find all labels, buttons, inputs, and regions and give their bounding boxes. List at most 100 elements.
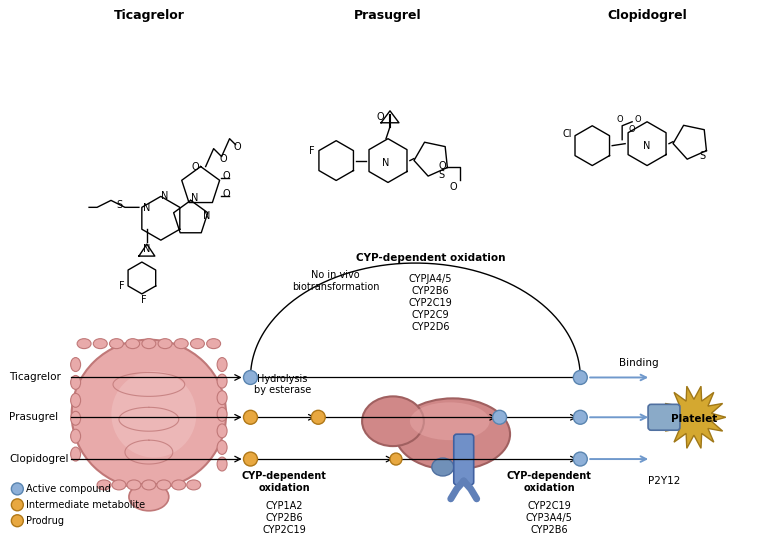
Ellipse shape bbox=[217, 424, 227, 438]
Text: P2Y12: P2Y12 bbox=[648, 476, 680, 486]
Text: F: F bbox=[119, 281, 125, 291]
FancyBboxPatch shape bbox=[453, 434, 474, 485]
Text: N: N bbox=[203, 212, 210, 221]
Ellipse shape bbox=[129, 483, 169, 511]
Text: O: O bbox=[438, 161, 446, 170]
Ellipse shape bbox=[71, 393, 81, 407]
Text: CYP2C9: CYP2C9 bbox=[412, 310, 450, 320]
Circle shape bbox=[574, 410, 587, 424]
Ellipse shape bbox=[112, 371, 196, 458]
Circle shape bbox=[243, 370, 257, 385]
Ellipse shape bbox=[191, 339, 205, 349]
Text: Prasugrel: Prasugrel bbox=[354, 9, 422, 22]
Ellipse shape bbox=[71, 429, 81, 443]
Text: CYP2B6: CYP2B6 bbox=[412, 286, 450, 296]
Text: N: N bbox=[643, 141, 651, 151]
Circle shape bbox=[12, 499, 23, 511]
Text: Hydrolysis
by esterase: Hydrolysis by esterase bbox=[253, 374, 311, 395]
Ellipse shape bbox=[217, 391, 227, 404]
Ellipse shape bbox=[71, 412, 81, 425]
Text: S: S bbox=[700, 151, 706, 161]
Text: Prodrug: Prodrug bbox=[26, 516, 64, 526]
Text: CYP2C19: CYP2C19 bbox=[408, 298, 453, 308]
Ellipse shape bbox=[71, 375, 81, 390]
Circle shape bbox=[312, 410, 326, 424]
Text: CYP2C19: CYP2C19 bbox=[528, 501, 571, 511]
Ellipse shape bbox=[217, 441, 227, 454]
FancyBboxPatch shape bbox=[648, 404, 680, 430]
Ellipse shape bbox=[207, 339, 221, 349]
Ellipse shape bbox=[217, 407, 227, 421]
Ellipse shape bbox=[157, 480, 170, 490]
Circle shape bbox=[574, 452, 587, 466]
Text: N: N bbox=[143, 244, 150, 254]
Text: No in vivo
biotransformation: No in vivo biotransformation bbox=[292, 270, 380, 292]
Ellipse shape bbox=[71, 358, 81, 372]
Text: Clopidogrel: Clopidogrel bbox=[607, 9, 687, 22]
Circle shape bbox=[243, 452, 257, 466]
Text: O: O bbox=[192, 162, 199, 172]
Text: CYP-dependent oxidation: CYP-dependent oxidation bbox=[356, 253, 505, 263]
Ellipse shape bbox=[187, 480, 201, 490]
Circle shape bbox=[12, 515, 23, 527]
Text: O: O bbox=[220, 153, 227, 164]
Ellipse shape bbox=[362, 396, 424, 446]
Circle shape bbox=[12, 483, 23, 495]
Text: F: F bbox=[309, 146, 315, 156]
Text: Platelet: Platelet bbox=[671, 414, 717, 424]
Text: O: O bbox=[234, 141, 241, 152]
Text: S: S bbox=[439, 169, 445, 180]
Ellipse shape bbox=[112, 480, 126, 490]
Text: CYP-dependent
oxidation: CYP-dependent oxidation bbox=[242, 471, 327, 493]
Circle shape bbox=[390, 453, 402, 465]
Ellipse shape bbox=[410, 402, 490, 440]
Text: N: N bbox=[161, 191, 168, 202]
Ellipse shape bbox=[126, 339, 140, 349]
Text: O: O bbox=[617, 115, 623, 124]
Ellipse shape bbox=[109, 339, 123, 349]
Text: CYP3A4/5: CYP3A4/5 bbox=[526, 513, 573, 523]
Text: O: O bbox=[222, 190, 230, 199]
Ellipse shape bbox=[217, 374, 227, 388]
Text: O: O bbox=[450, 182, 457, 192]
Text: Clopidogrel: Clopidogrel bbox=[9, 454, 69, 464]
Text: CYP-dependent
oxidation: CYP-dependent oxidation bbox=[507, 471, 592, 493]
Ellipse shape bbox=[142, 339, 156, 349]
Text: Cl: Cl bbox=[563, 129, 572, 139]
Ellipse shape bbox=[395, 398, 510, 470]
Text: S: S bbox=[116, 201, 122, 210]
Ellipse shape bbox=[93, 339, 107, 349]
Ellipse shape bbox=[127, 480, 141, 490]
Circle shape bbox=[243, 410, 257, 424]
Circle shape bbox=[574, 370, 587, 385]
Text: Ticagrelor: Ticagrelor bbox=[9, 373, 61, 383]
Text: O: O bbox=[628, 125, 635, 134]
Ellipse shape bbox=[217, 457, 227, 471]
Ellipse shape bbox=[432, 458, 453, 476]
Polygon shape bbox=[662, 386, 725, 448]
Text: Ticagrelor: Ticagrelor bbox=[113, 9, 184, 22]
Text: CYP2B6: CYP2B6 bbox=[531, 525, 568, 535]
Ellipse shape bbox=[172, 480, 186, 490]
Text: Prasugrel: Prasugrel bbox=[9, 412, 58, 423]
Circle shape bbox=[493, 410, 507, 424]
Text: O: O bbox=[376, 112, 384, 122]
Text: Intermediate metabolite: Intermediate metabolite bbox=[26, 500, 146, 510]
Text: CYP2B6: CYP2B6 bbox=[266, 513, 303, 523]
Ellipse shape bbox=[71, 447, 81, 461]
Text: CYP2C19: CYP2C19 bbox=[263, 525, 306, 535]
Text: N: N bbox=[191, 193, 198, 203]
Text: F: F bbox=[141, 295, 146, 305]
Text: Active compound: Active compound bbox=[26, 484, 111, 494]
Ellipse shape bbox=[97, 480, 111, 490]
Ellipse shape bbox=[174, 339, 188, 349]
Ellipse shape bbox=[71, 340, 226, 489]
Text: N: N bbox=[143, 203, 150, 213]
Text: O: O bbox=[634, 115, 641, 124]
Text: O: O bbox=[222, 172, 230, 181]
Text: Binding: Binding bbox=[619, 357, 659, 368]
Ellipse shape bbox=[217, 358, 227, 372]
Text: CYPJA4/5: CYPJA4/5 bbox=[408, 274, 452, 284]
Ellipse shape bbox=[78, 339, 91, 349]
Text: CYP1A2: CYP1A2 bbox=[266, 501, 303, 511]
